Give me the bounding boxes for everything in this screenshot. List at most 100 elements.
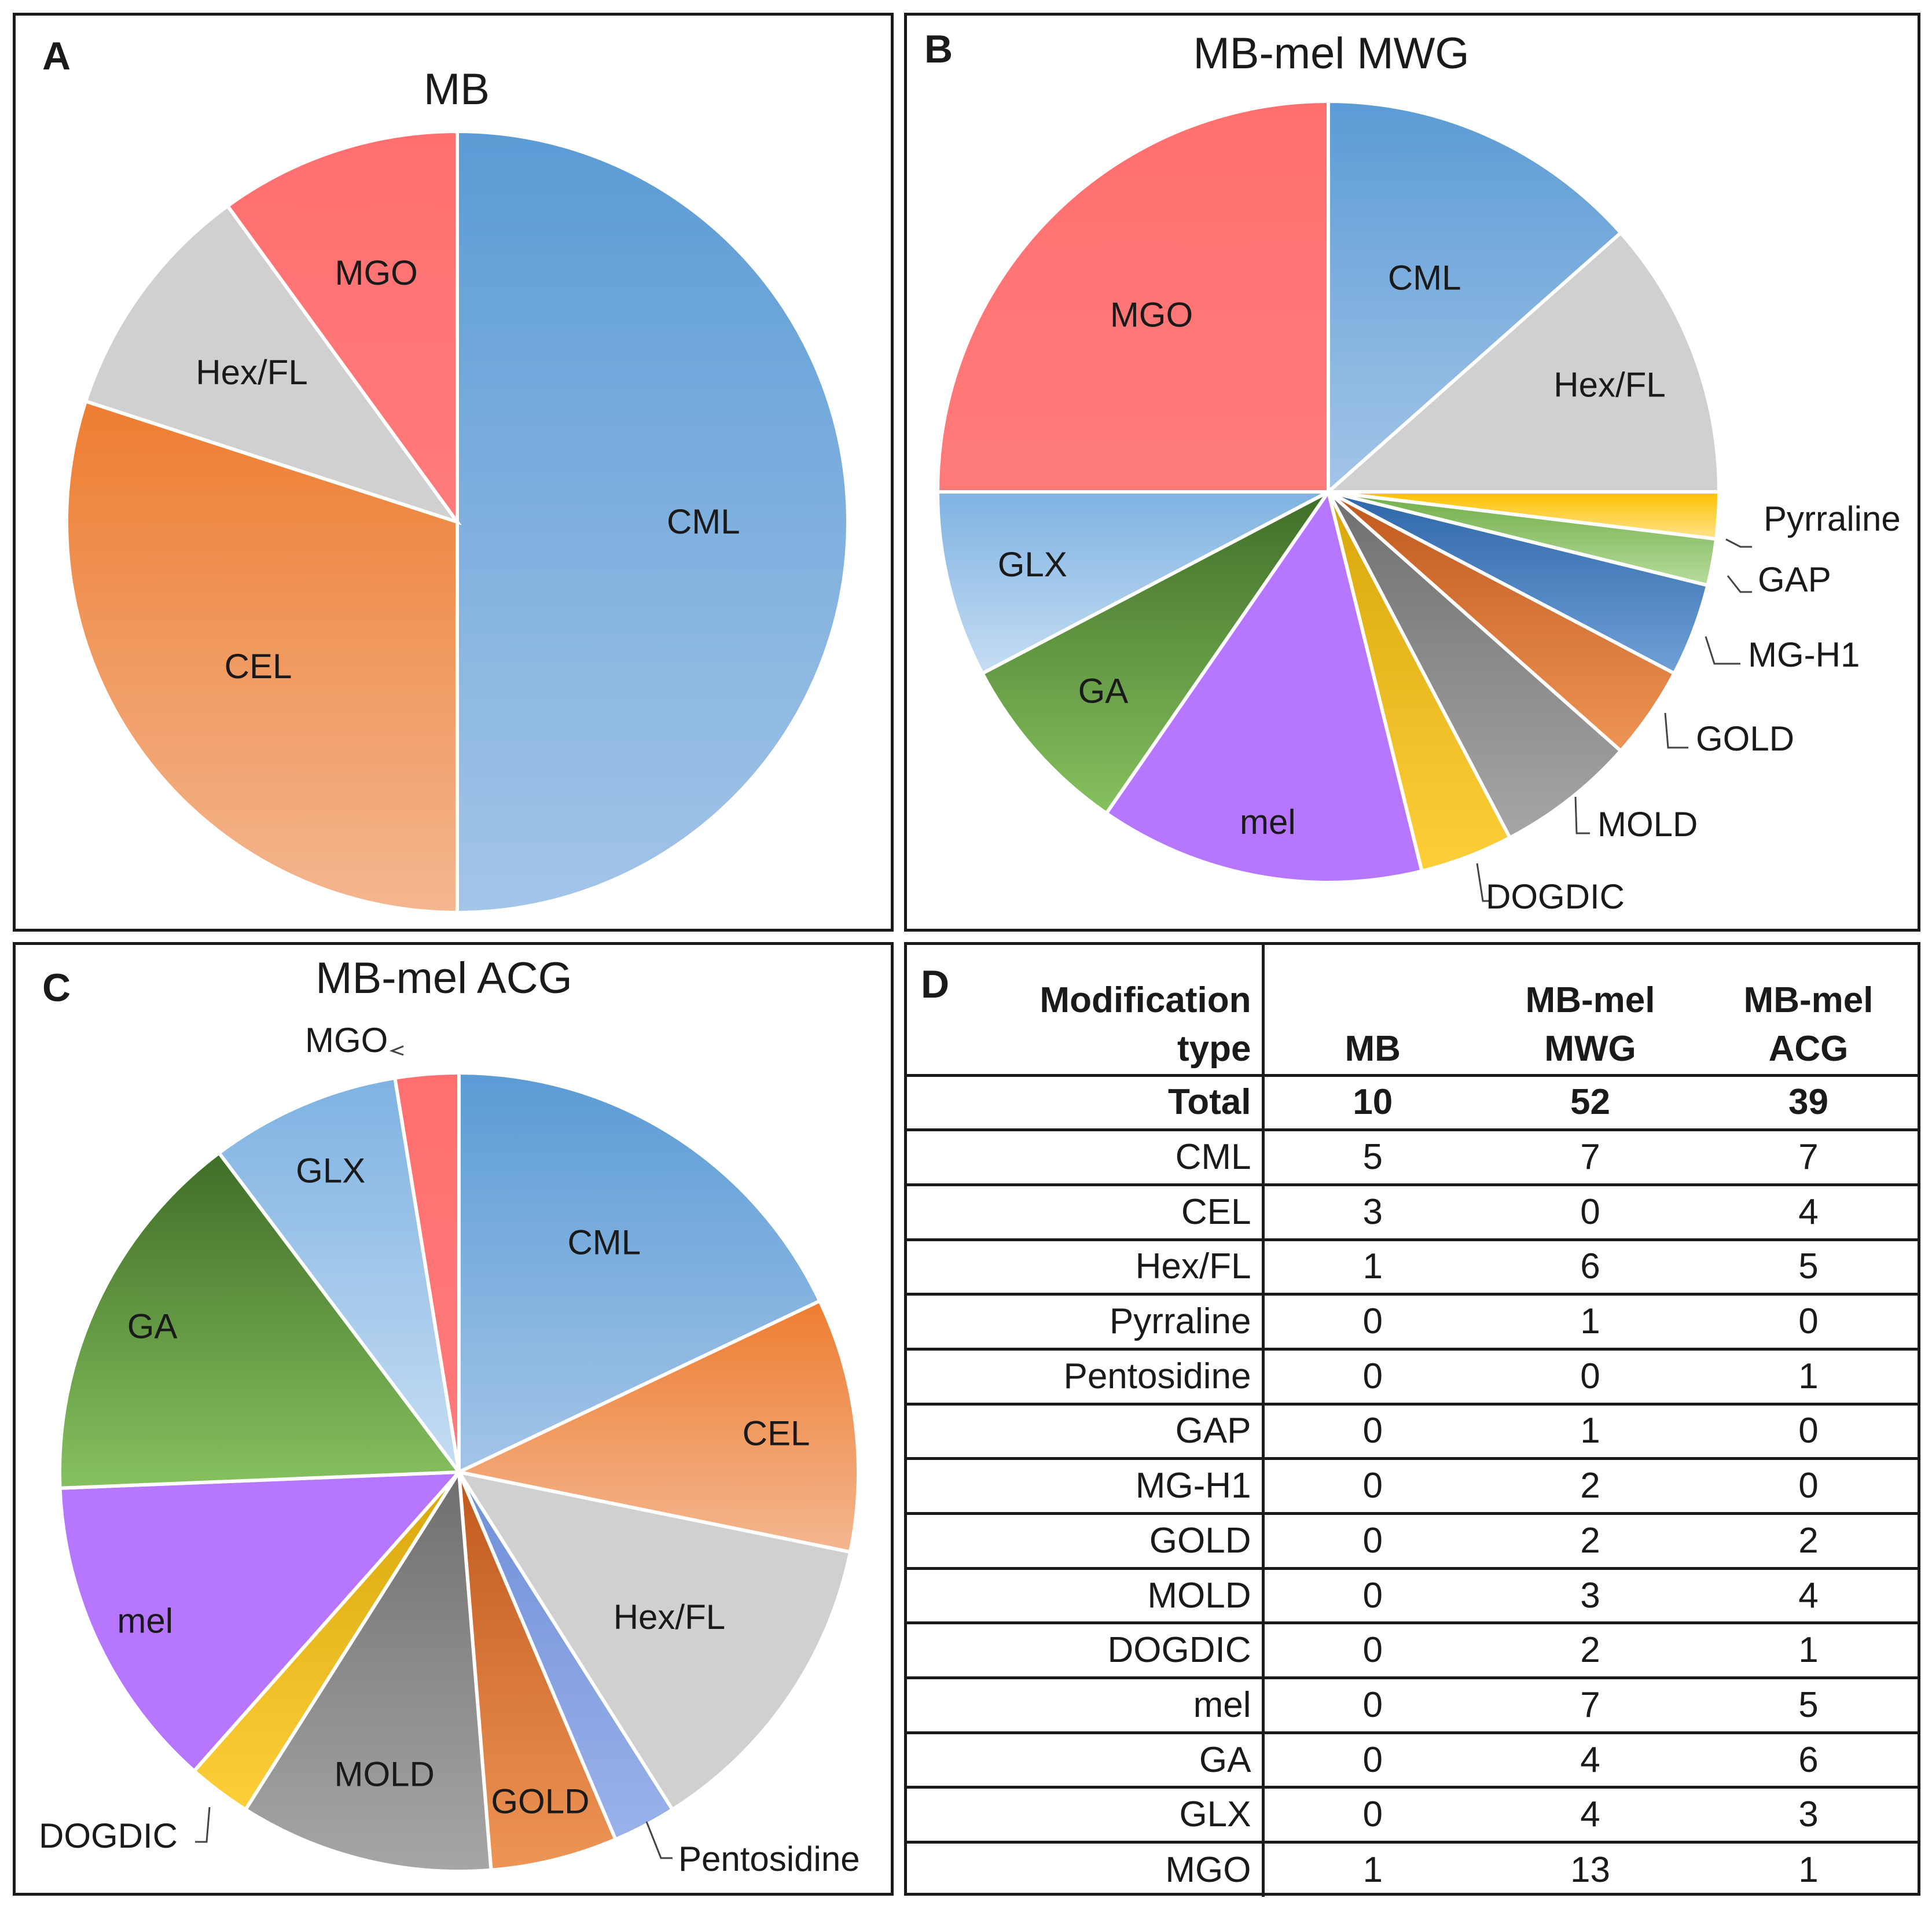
pie-slice-mgo — [392, 1071, 461, 1473]
mb-value-cell: 0 — [1263, 1512, 1481, 1570]
leader-line-pentosidine — [645, 1821, 673, 1859]
pie-slices — [65, 129, 850, 915]
mb-value-cell: 0 — [1263, 1676, 1481, 1734]
slice-label-cml: CML — [1388, 259, 1461, 297]
slice-label-gap: GAP — [1758, 560, 1831, 599]
panel-a: A MB CML CEL Hex/FL MGO — [13, 13, 894, 932]
table-row: CEL 3 0 4 — [907, 1183, 1918, 1241]
row-name-cell: GA — [907, 1731, 1265, 1789]
mb-value-cell: 1 — [1263, 1841, 1481, 1897]
mwg-value-cell: 52 — [1481, 1073, 1699, 1132]
mb-value-cell: 0 — [1263, 1293, 1481, 1351]
pie-slice-mgo — [225, 129, 459, 528]
row-name-cell: CEL — [907, 1183, 1265, 1241]
slice-label-hex-fl: Hex/FL — [614, 1598, 725, 1636]
mb-value-cell: 3 — [1263, 1183, 1481, 1241]
mb-value-cell: 10 — [1263, 1073, 1481, 1132]
mwg-value-cell: 2 — [1481, 1512, 1699, 1570]
row-name-cell: GOLD — [907, 1512, 1265, 1570]
leader-line-pyrraline — [1725, 538, 1752, 548]
pie-labels: CML CEL Hex/FL Pentosidine GOLD MOLD DOGDIC mel… — [39, 1021, 860, 1878]
pie-slice-cel — [65, 399, 459, 915]
slice-label-pyrraline: Pyrraline — [1764, 499, 1901, 538]
mb-value-cell: 0 — [1263, 1621, 1481, 1680]
mb-value-cell: 5 — [1263, 1128, 1481, 1186]
slice-label-hex-fl: Hex/FL — [1553, 366, 1665, 404]
mwg-value-cell: 1 — [1481, 1402, 1699, 1461]
acg-value-cell: 4 — [1699, 1566, 1918, 1625]
leader-line-dogdic — [1476, 863, 1492, 902]
slice-label-ga: GA — [127, 1307, 178, 1346]
pie-slice-mgo — [935, 99, 1330, 494]
panel-letter: C — [42, 966, 71, 1010]
row-name-cell: CML — [907, 1128, 1265, 1186]
table-row: GA 0 4 6 — [907, 1731, 1918, 1789]
leader-line-gap — [1727, 575, 1752, 593]
modification-table: Modification type MB MB-mel MWG MB-mel A… — [907, 945, 1918, 1897]
pie-slice-mold — [1327, 490, 1624, 840]
slice-label-mg-h1: MG-H1 — [1748, 635, 1860, 674]
table-row: Pyrraline 0 1 0 — [907, 1293, 1918, 1351]
table-body: Total 10 52 39 CML 5 7 7 CEL 3 0 4 Hex/FL 1 6 5 Pyrralin… — [907, 1073, 1918, 1897]
acg-value-cell: 2 — [1699, 1512, 1918, 1570]
slice-label-glx: GLX — [998, 545, 1067, 584]
row-name-cell: MGO — [907, 1841, 1265, 1897]
leader-line-mgo — [389, 1045, 404, 1056]
slice-label-cel: CEL — [743, 1414, 810, 1453]
table-row: GOLD 0 2 2 — [907, 1512, 1918, 1570]
mwg-value-cell: 4 — [1481, 1786, 1699, 1844]
pie-slice-glx — [216, 1076, 461, 1473]
chart-title: MB — [424, 65, 490, 114]
slice-label-cml: CML — [667, 502, 740, 541]
acg-value-cell: 1 — [1699, 1621, 1918, 1680]
acg-value-cell: 1 — [1699, 1841, 1918, 1897]
table-header-row: Modification type MB MB-mel MWG MB-mel A… — [907, 945, 1918, 1077]
header-line: MWG — [1544, 1028, 1636, 1069]
mwg-value-cell: 13 — [1481, 1841, 1699, 1897]
slice-label-mold: MOLD — [1597, 805, 1698, 844]
acg-value-cell: 1 — [1699, 1347, 1918, 1406]
slice-label-ga: GA — [1078, 672, 1129, 711]
mwg-value-cell: 2 — [1481, 1621, 1699, 1680]
pie-slice-mold — [243, 1466, 493, 1873]
slice-label-glx: GLX — [296, 1152, 365, 1190]
pie-slice-mel — [58, 1470, 463, 1774]
pie-chart-mb-mel-acg: CML CEL Hex/FL Pentosidine GOLD MOLD DOGDIC mel… — [39, 1021, 860, 1878]
mb-value-cell: 0 — [1263, 1347, 1481, 1406]
slice-label-cel: CEL — [225, 647, 292, 686]
header-line: MB-mel — [1743, 980, 1874, 1020]
pie-labels: CML Hex/FL Pyrraline GAP MG-H1 GOLD MOLD DOGDIC… — [998, 259, 1901, 916]
header-modification-type: Modification type — [907, 945, 1265, 1077]
acg-value-cell: 3 — [1699, 1786, 1918, 1844]
chart-title: MB-mel MWG — [1193, 29, 1470, 78]
pie-chart-mb-mel-mwg: CML Hex/FL Pyrraline GAP MG-H1 GOLD MOLD DOGDIC… — [935, 99, 1901, 916]
table-row: GAP 0 1 0 — [907, 1402, 1918, 1461]
row-name-cell: GLX — [907, 1786, 1265, 1844]
row-name-cell: Hex/FL — [907, 1238, 1265, 1296]
pie-slice-cml — [1327, 99, 1624, 496]
slice-label-mold: MOLD — [335, 1755, 435, 1794]
table-row: MG-H1 0 2 0 — [907, 1457, 1918, 1515]
acg-value-cell: 0 — [1699, 1402, 1918, 1461]
mwg-value-cell: 7 — [1481, 1676, 1699, 1734]
header-line: ACG — [1768, 1028, 1849, 1069]
slice-label-dogdic: DOGDIC — [1486, 877, 1625, 916]
slice-label-dogdic: DOGDIC — [39, 1816, 178, 1855]
mwg-value-cell: 2 — [1481, 1457, 1699, 1515]
table-row: GLX 0 4 3 — [907, 1786, 1918, 1844]
row-name-cell: Total — [907, 1073, 1265, 1132]
mwg-value-cell: 7 — [1481, 1128, 1699, 1186]
mwg-value-cell: 6 — [1481, 1238, 1699, 1296]
leader-line-dogdic — [195, 1807, 211, 1843]
pie-slices — [58, 1071, 860, 1873]
leader-line-gold — [1664, 712, 1688, 749]
mb-value-cell: 0 — [1263, 1402, 1481, 1461]
panel-letter: B — [924, 27, 953, 71]
table-row: DOGDIC 0 2 1 — [907, 1621, 1918, 1680]
mb-value-cell: 0 — [1263, 1566, 1481, 1625]
header-line: Modification — [1040, 980, 1251, 1020]
slice-label-mel: mel — [117, 1601, 173, 1640]
slice-label-gold: GOLD — [1696, 719, 1794, 758]
header-line: MB — [1345, 1028, 1401, 1069]
mwg-value-cell: 0 — [1481, 1347, 1699, 1406]
